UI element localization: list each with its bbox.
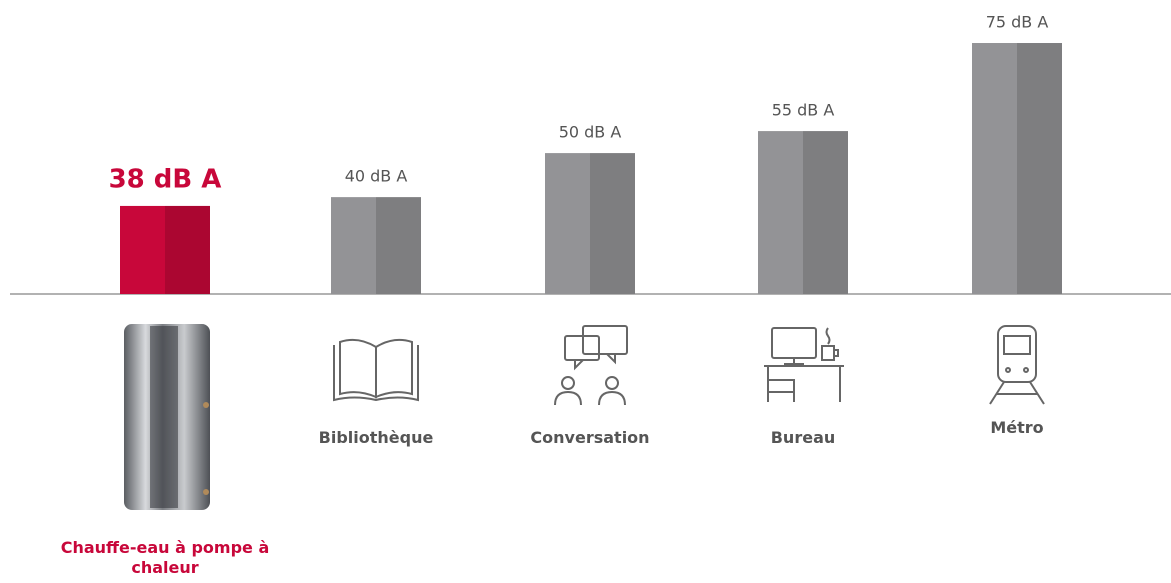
bar-shade [165,206,210,294]
category-label: Bibliothèque [286,428,466,448]
category-label: Métro [927,418,1107,438]
category-label: Conversation [500,428,680,448]
chart: 38 dB A 40 dB A 50 dB A 55 dB A 75 dB A [0,0,1171,583]
bar-shade [376,197,421,294]
category-label: Bureau [713,428,893,448]
category-label: Chauffe-eau à pompe à chaleur [60,538,270,578]
bar-shade [590,153,635,294]
bar-shade [803,131,848,294]
desk-icon [764,328,844,402]
page: 38 dB A 40 dB A 50 dB A 55 dB A 75 dB A Chau… [0,0,1171,583]
train-icon [990,326,1044,404]
conversation-icon [555,326,627,405]
value-label: 55 dB A [772,101,835,120]
value-label: 50 dB A [559,123,622,142]
value-label: 40 dB A [345,167,408,186]
book-icon [334,340,418,400]
bar-shade [1017,43,1062,294]
value-label: 75 dB A [986,13,1049,32]
product-image [124,324,210,510]
value-label: 38 dB A [109,164,222,194]
